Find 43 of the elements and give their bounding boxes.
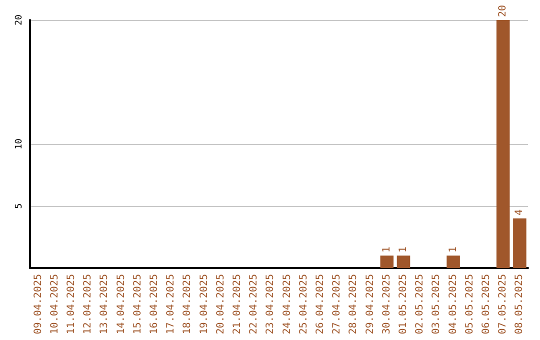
- bar: [380, 256, 394, 268]
- x-tick-label: 14.04.2025: [116, 274, 127, 334]
- x-tick-label: 10.04.2025: [49, 274, 60, 334]
- x-tick-label: 28.04.2025: [348, 274, 360, 334]
- x-tick-label: 30.04.2025: [381, 274, 392, 334]
- x-tick-label: 04.05.2025: [448, 274, 459, 334]
- x-tick-label: 01.05.2025: [398, 274, 409, 334]
- x-tick-label: 08.05.2025: [514, 274, 526, 334]
- x-tick-label: 15.04.2025: [132, 274, 144, 334]
- x-tick-label: 12.04.2025: [82, 274, 94, 334]
- x-tick-label: 20.04.2025: [215, 274, 226, 334]
- x-tick-label: 02.05.2025: [414, 274, 426, 334]
- x-tick-label: 26.04.2025: [315, 274, 326, 334]
- x-tick-label: 19.04.2025: [198, 274, 210, 334]
- x-tick-label: 11.04.2025: [66, 274, 77, 334]
- x-tick-label: 17.04.2025: [166, 274, 177, 334]
- x-tick-label: 06.05.2025: [481, 274, 492, 334]
- bar: [446, 256, 460, 268]
- x-tick-label: 07.05.2025: [498, 274, 509, 334]
- y-tick-label: 20: [14, 14, 24, 26]
- x-tick-label: 03.05.2025: [431, 274, 442, 334]
- x-tick-label: 21.04.2025: [232, 274, 243, 334]
- data-label: 1: [398, 246, 409, 253]
- x-tick-label: 23.04.2025: [265, 274, 276, 334]
- data-label: 1: [381, 246, 392, 253]
- data-label: 4: [514, 209, 526, 216]
- x-tick-label: 18.04.2025: [182, 274, 194, 334]
- data-label: 1: [448, 246, 459, 253]
- x-tick-label: 13.04.2025: [99, 274, 110, 334]
- bar: [513, 218, 526, 268]
- x-tick-label: 05.05.2025: [464, 274, 476, 334]
- x-tick-label: 29.04.2025: [364, 274, 376, 334]
- x-tick-label: 22.04.2025: [248, 274, 260, 334]
- x-tick-label: 16.04.2025: [149, 274, 160, 334]
- x-tick-label: 27.04.2025: [332, 274, 343, 334]
- x-tick-label: 09.04.2025: [32, 274, 44, 334]
- y-tick-label: 10: [14, 138, 24, 150]
- x-tick-label: 24.04.2025: [282, 274, 293, 334]
- bar: [396, 256, 410, 268]
- data-label: 20: [498, 4, 509, 17]
- x-tick-label: 25.04.2025: [298, 274, 310, 334]
- y-tick-label: 5: [14, 203, 24, 209]
- bar: [496, 20, 510, 268]
